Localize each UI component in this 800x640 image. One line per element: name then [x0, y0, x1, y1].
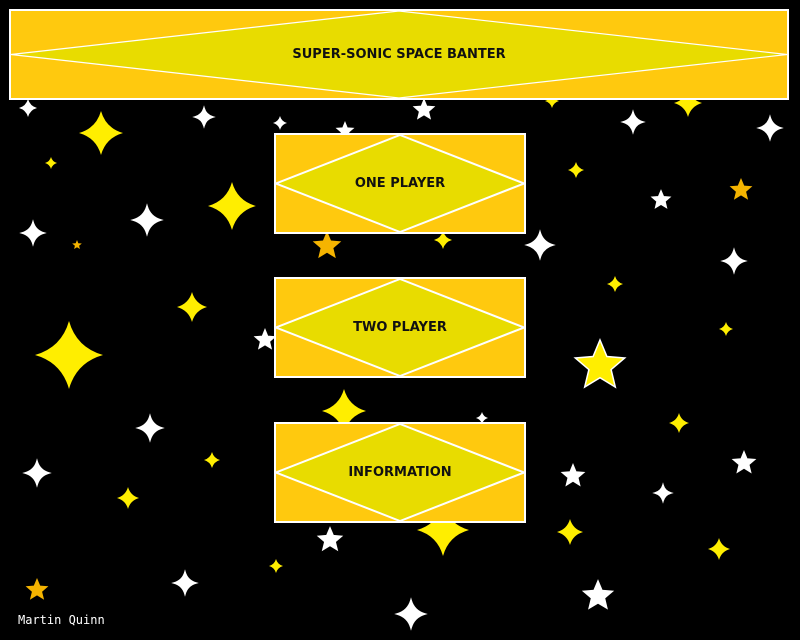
- banner-diamond-graphic: [11, 11, 787, 98]
- button-diamond-graphic: [276, 279, 524, 376]
- four-point-star-icon: [524, 229, 556, 261]
- button-diamond-graphic: [276, 135, 524, 232]
- four-point-star-icon: [756, 114, 784, 142]
- four-point-star-icon: [719, 322, 733, 336]
- button-diamond-graphic: [276, 424, 524, 521]
- five-point-star-icon: [650, 189, 672, 209]
- four-point-star-icon: [130, 203, 164, 237]
- four-point-star-icon: [394, 597, 428, 631]
- five-point-star-icon: [581, 579, 615, 610]
- four-point-star-icon: [652, 482, 674, 504]
- five-point-star-icon: [412, 98, 436, 120]
- one-player-label: ONE PLAYER: [354, 176, 446, 191]
- four-point-star-icon: [720, 247, 748, 275]
- two-player-button[interactable]: TWO PLAYER: [274, 277, 526, 378]
- five-point-star-icon: [560, 463, 586, 487]
- five-point-star-icon: [312, 231, 342, 259]
- four-point-star-icon: [45, 157, 57, 169]
- two-player-label: TWO PLAYER: [353, 320, 447, 335]
- four-point-star-icon: [322, 389, 366, 433]
- author-credit: Martin Quinn: [18, 613, 105, 627]
- four-point-star-icon: [434, 231, 452, 249]
- four-point-star-icon: [545, 94, 559, 108]
- game-title: SUPER-SONIC SPACE BANTER: [292, 47, 506, 62]
- four-point-star-icon: [35, 321, 103, 389]
- four-point-star-icon: [607, 276, 623, 292]
- five-point-star-icon: [316, 526, 344, 552]
- one-player-button[interactable]: ONE PLAYER: [274, 133, 526, 234]
- four-point-star-icon: [269, 559, 283, 573]
- four-point-star-icon: [22, 458, 52, 488]
- five-point-star-icon: [573, 338, 627, 389]
- four-point-star-icon: [171, 569, 199, 597]
- five-point-star-icon: [253, 328, 277, 350]
- four-point-star-icon: [79, 111, 123, 155]
- four-point-star-icon: [708, 538, 730, 560]
- five-point-star-icon: [25, 578, 49, 600]
- four-point-star-icon: [568, 162, 584, 178]
- information-label: INFORMATION: [348, 465, 452, 480]
- five-point-star-icon: [729, 178, 753, 200]
- five-point-star-icon: [731, 450, 757, 474]
- four-point-star-icon: [117, 487, 139, 509]
- information-button[interactable]: INFORMATION: [274, 422, 526, 523]
- four-point-star-icon: [674, 89, 702, 117]
- four-point-star-icon: [135, 413, 165, 443]
- four-point-star-icon: [273, 116, 287, 130]
- four-point-star-icon: [177, 292, 207, 322]
- four-point-star-icon: [620, 109, 646, 135]
- four-point-star-icon: [557, 519, 583, 545]
- five-point-star-icon: [72, 240, 82, 249]
- four-point-star-icon: [476, 412, 488, 424]
- four-point-star-icon: [192, 105, 216, 129]
- four-point-star-icon: [208, 182, 256, 230]
- title-banner: SUPER-SONIC SPACE BANTER: [9, 9, 789, 100]
- four-point-star-icon: [19, 99, 37, 117]
- four-point-star-icon: [204, 452, 220, 468]
- four-point-star-icon: [669, 413, 689, 433]
- four-point-star-icon: [417, 504, 469, 556]
- four-point-star-icon: [19, 219, 47, 247]
